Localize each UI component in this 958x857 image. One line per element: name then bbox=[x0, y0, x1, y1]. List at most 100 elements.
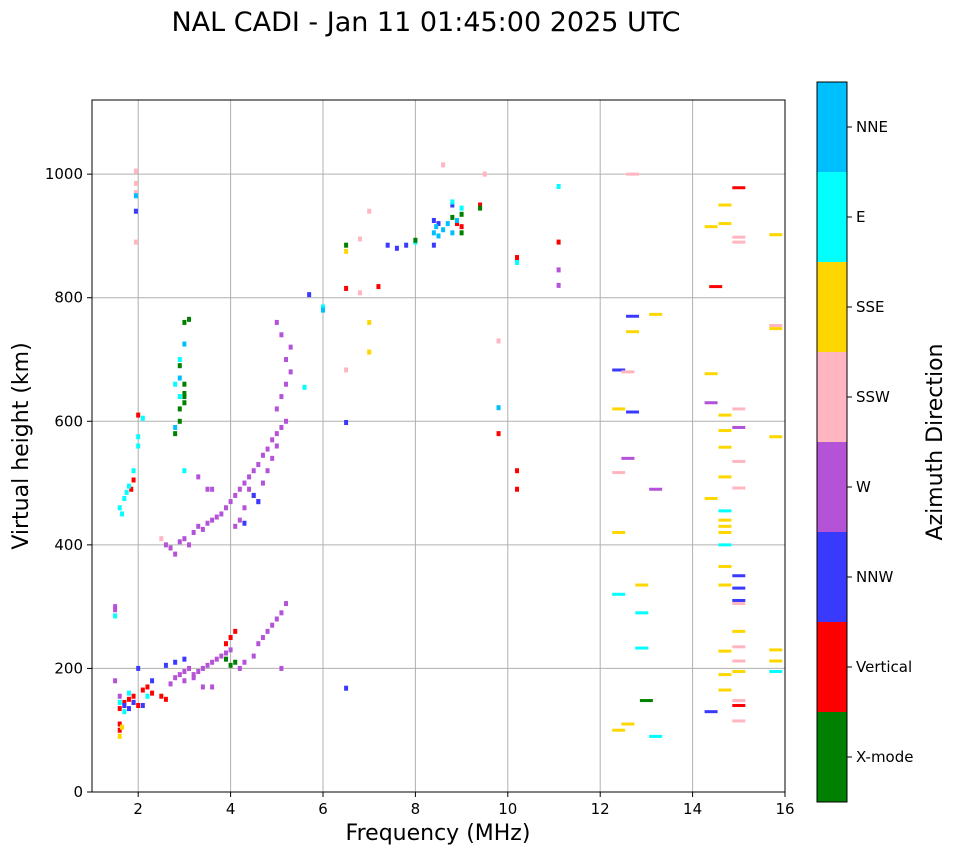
data-point bbox=[612, 728, 626, 732]
data-point bbox=[718, 509, 732, 513]
data-point bbox=[649, 487, 663, 491]
plot-frame bbox=[91, 99, 786, 793]
data-point bbox=[344, 248, 349, 254]
data-point bbox=[219, 511, 224, 517]
data-point bbox=[256, 462, 261, 468]
y-tick-label: 0 bbox=[73, 783, 83, 801]
data-point bbox=[260, 635, 265, 641]
data-point bbox=[260, 452, 265, 458]
data-point bbox=[450, 202, 455, 208]
y-axis-label: Virtual height (km) bbox=[9, 342, 34, 549]
data-point bbox=[228, 499, 233, 505]
data-point bbox=[168, 681, 173, 687]
y-tick-label: 600 bbox=[54, 412, 83, 430]
data-point bbox=[233, 628, 238, 634]
data-point bbox=[117, 727, 122, 733]
data-point bbox=[173, 659, 178, 665]
data-point bbox=[718, 524, 732, 528]
data-point bbox=[450, 214, 455, 220]
data-point bbox=[247, 486, 252, 492]
data-point bbox=[732, 719, 746, 723]
data-point bbox=[431, 217, 436, 223]
colorbar-segment bbox=[817, 622, 847, 712]
data-point bbox=[113, 678, 118, 684]
data-point bbox=[718, 583, 732, 587]
data-point bbox=[284, 357, 289, 362]
data-point bbox=[459, 224, 464, 230]
data-point bbox=[718, 518, 732, 522]
data-point bbox=[496, 431, 501, 437]
data-point bbox=[205, 662, 210, 668]
data-point bbox=[117, 505, 122, 511]
data-point bbox=[210, 684, 215, 690]
data-point bbox=[237, 486, 242, 492]
data-point bbox=[140, 415, 145, 421]
data-point bbox=[256, 499, 261, 505]
data-point bbox=[284, 418, 289, 424]
data-point bbox=[434, 224, 439, 230]
y-axis-ticks: 0 200 400 600 800 1000 bbox=[45, 165, 92, 801]
data-points bbox=[113, 162, 783, 739]
data-point bbox=[117, 706, 122, 712]
data-point bbox=[145, 684, 150, 690]
data-point bbox=[173, 381, 178, 387]
data-point bbox=[131, 468, 136, 474]
data-point bbox=[704, 225, 718, 229]
data-point bbox=[133, 239, 138, 245]
colorbar-segment bbox=[817, 172, 847, 262]
data-point bbox=[732, 602, 746, 606]
data-point bbox=[140, 703, 145, 708]
data-point bbox=[732, 586, 746, 590]
data-point bbox=[136, 665, 141, 671]
data-point bbox=[150, 690, 155, 696]
data-point bbox=[445, 221, 450, 227]
data-point bbox=[191, 530, 196, 535]
data-point bbox=[718, 429, 732, 433]
data-point bbox=[182, 319, 187, 325]
data-point bbox=[274, 319, 279, 325]
data-point bbox=[357, 236, 362, 242]
data-point bbox=[612, 592, 626, 596]
data-point bbox=[321, 307, 325, 313]
data-point bbox=[196, 523, 201, 529]
data-point bbox=[200, 526, 205, 532]
x-tick-label: 8 bbox=[411, 800, 421, 818]
colorbar-segment bbox=[817, 262, 847, 352]
data-point bbox=[556, 239, 561, 245]
data-point bbox=[251, 653, 256, 659]
data-point bbox=[612, 368, 626, 372]
data-point bbox=[182, 400, 187, 406]
series-vertical bbox=[117, 186, 746, 733]
data-point bbox=[126, 706, 131, 712]
data-point bbox=[131, 477, 136, 483]
data-point bbox=[126, 483, 131, 489]
data-point bbox=[117, 721, 122, 727]
y-tick-label: 200 bbox=[54, 659, 83, 677]
data-point bbox=[385, 242, 390, 248]
data-point bbox=[307, 292, 312, 298]
data-point bbox=[260, 480, 265, 486]
data-point bbox=[718, 543, 732, 547]
data-point bbox=[284, 601, 289, 607]
data-point bbox=[732, 645, 746, 649]
data-point bbox=[454, 217, 459, 223]
data-point bbox=[436, 233, 441, 239]
data-point bbox=[233, 659, 238, 665]
data-point bbox=[122, 699, 127, 705]
data-point bbox=[117, 699, 122, 705]
data-point bbox=[177, 539, 182, 545]
data-point bbox=[182, 536, 187, 542]
data-point bbox=[163, 662, 168, 668]
data-point bbox=[279, 665, 284, 671]
colorbar-segment bbox=[817, 352, 847, 442]
data-point bbox=[223, 505, 228, 511]
data-point bbox=[233, 492, 238, 498]
data-point bbox=[210, 659, 215, 665]
x-axis-ticks: 2 4 6 8 10 12 14 16 bbox=[133, 792, 795, 818]
data-point bbox=[133, 168, 138, 174]
data-point bbox=[732, 425, 746, 429]
data-point bbox=[367, 208, 372, 214]
x-tick-label: 14 bbox=[683, 800, 702, 818]
data-point bbox=[187, 316, 192, 322]
